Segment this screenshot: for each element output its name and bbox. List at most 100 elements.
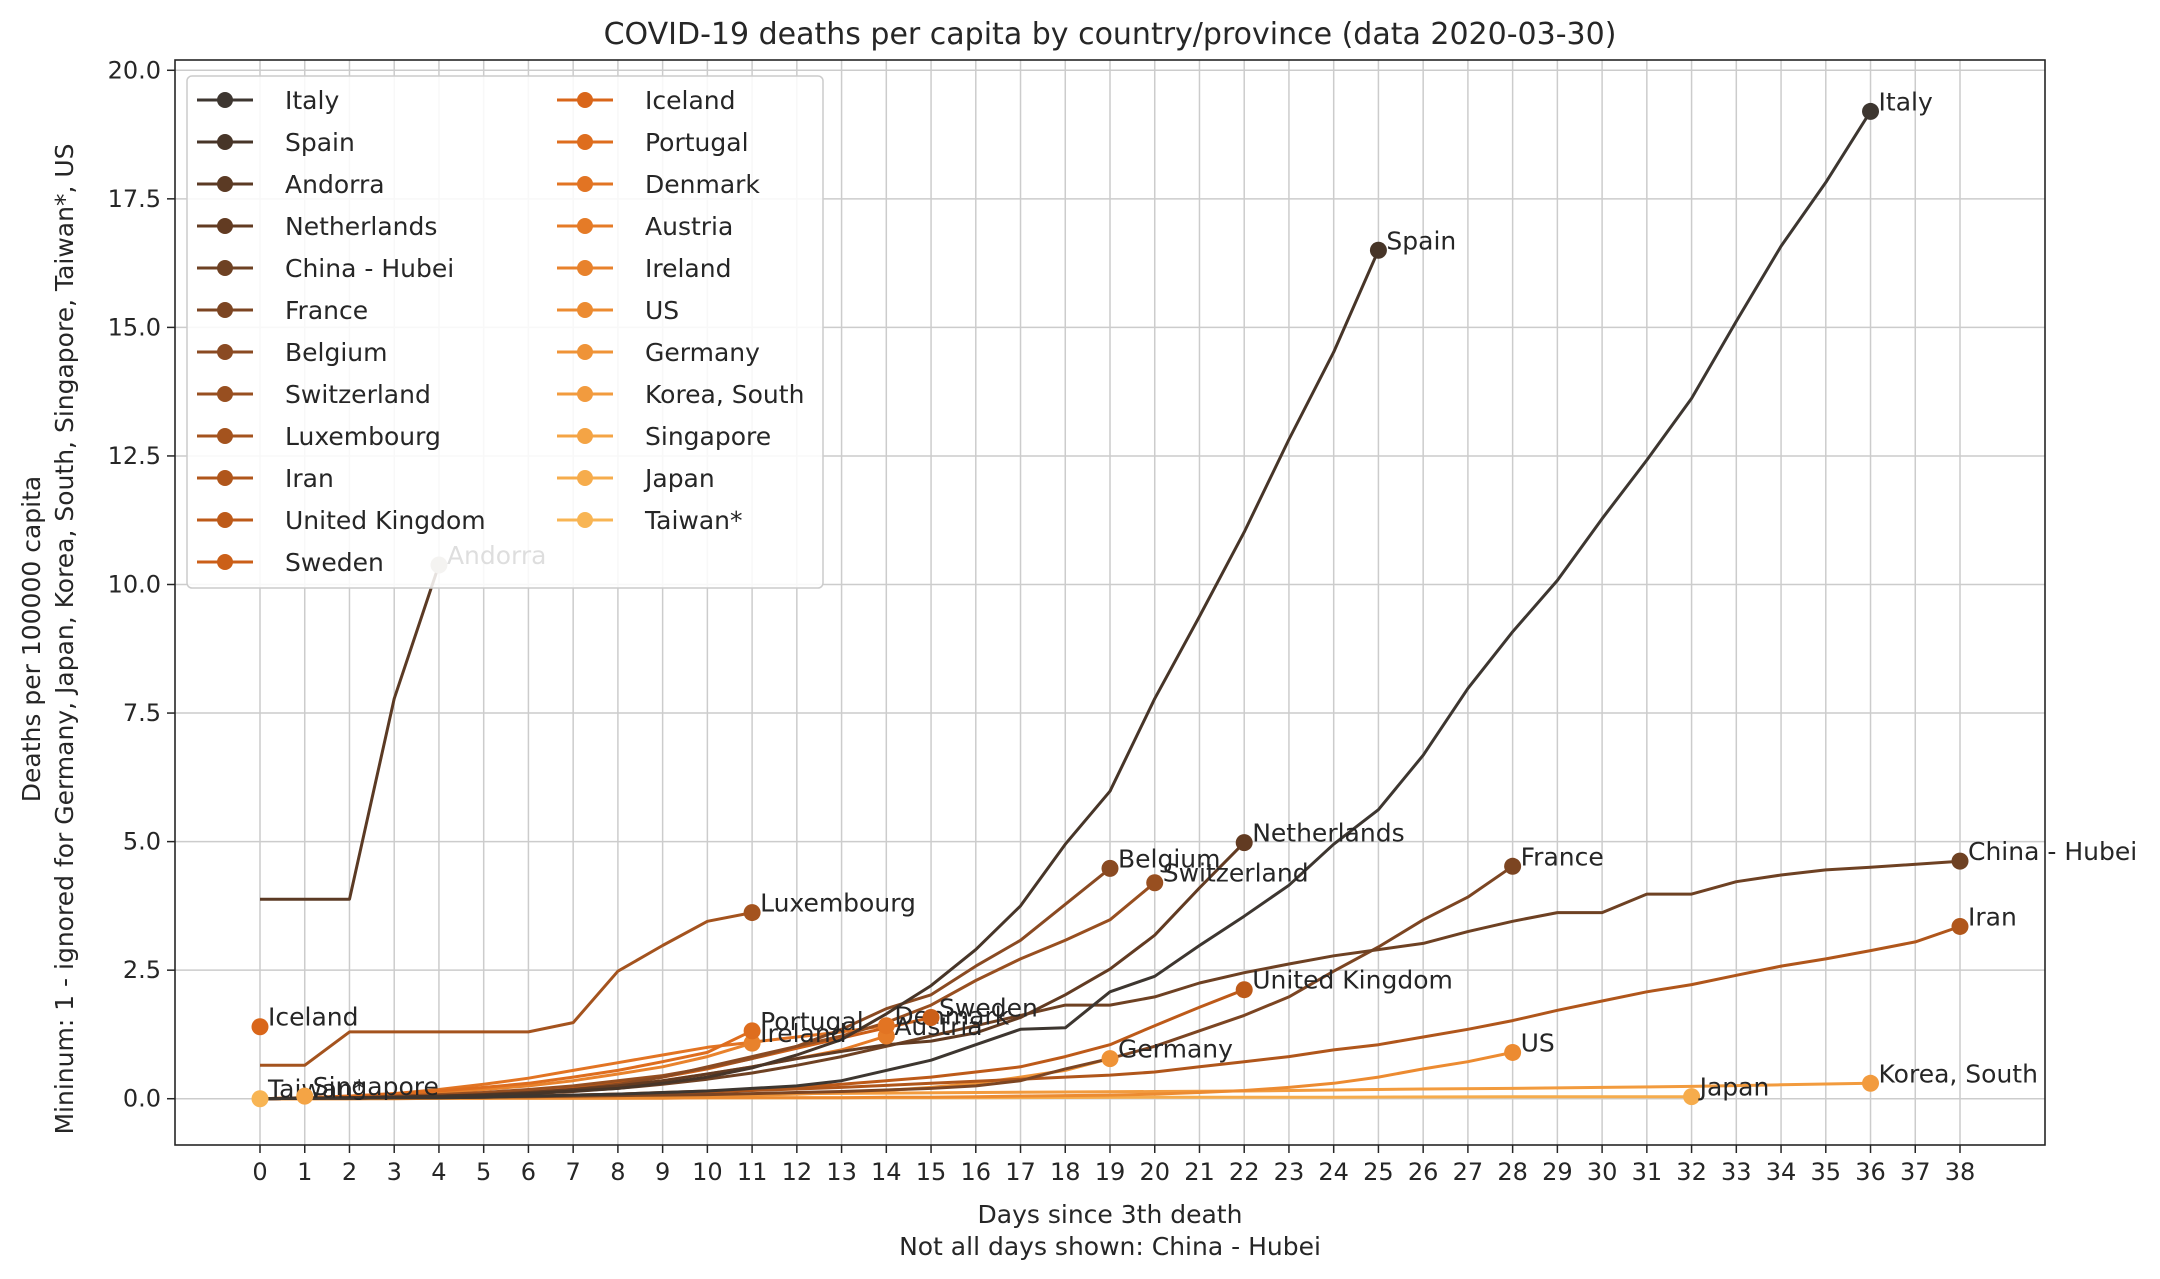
series-end-label: Japan	[1698, 1073, 1770, 1102]
legend-swatch-marker	[577, 512, 593, 528]
x-tick-label: 30	[1587, 1158, 1618, 1186]
series-end-label: Iceland	[268, 1003, 358, 1032]
series-end-marker	[1862, 102, 1880, 120]
legend-entry-label: US	[645, 296, 679, 325]
x-tick-label: 11	[737, 1158, 768, 1186]
x-tick-label: 7	[566, 1158, 581, 1186]
x-tick-label: 27	[1453, 1158, 1484, 1186]
series-end-marker	[1235, 981, 1253, 999]
legend-swatch-marker	[217, 386, 233, 402]
legend-entry-label: Taiwan*	[644, 506, 743, 535]
legend-swatch-marker	[217, 428, 233, 444]
x-tick-label: 34	[1766, 1158, 1797, 1186]
x-axis-label: Days since 3th death	[978, 1200, 1243, 1229]
chart-title: COVID-19 deaths per capita by country/pr…	[604, 17, 1617, 52]
x-tick-label: 20	[1139, 1158, 1170, 1186]
series-end-label: Korea, South	[1879, 1059, 2038, 1088]
series-line	[259, 249, 1380, 1101]
legend-swatch-marker	[577, 134, 593, 150]
x-tick-label: 15	[916, 1158, 947, 1186]
series-end-label: Netherlands	[1252, 819, 1404, 848]
series-end-marker	[1951, 917, 1969, 935]
series-end-marker	[1101, 859, 1119, 877]
x-tick-label: 23	[1274, 1158, 1305, 1186]
series-end-label: China - Hubei	[1968, 837, 2137, 866]
legend-entry-label: United Kingdom	[285, 506, 486, 535]
series-end-marker	[1862, 1074, 1880, 1092]
series-end-marker	[296, 1087, 314, 1105]
series-end-marker	[1504, 1043, 1522, 1061]
legend-swatch-marker	[217, 260, 233, 276]
series-end-label: Belgium	[1118, 844, 1221, 873]
legend-swatch-marker	[217, 92, 233, 108]
series-end-marker	[1683, 1088, 1701, 1106]
series-end-marker	[743, 904, 761, 922]
x-tick-label: 17	[1005, 1158, 1036, 1186]
legend-entry-label: Italy	[285, 86, 339, 115]
x-tick-label: 32	[1676, 1158, 1707, 1186]
series-end-label: Switzerland	[1163, 859, 1309, 888]
legend-entry-label: Sweden	[285, 548, 384, 577]
series-end-marker	[743, 1022, 761, 1040]
x-tick-label: 19	[1095, 1158, 1126, 1186]
legend-swatch-marker	[217, 344, 233, 360]
legend-entry-label: Austria	[645, 212, 733, 241]
legend: Italy Spain Andorra Netherlands China - Hube…	[186, 75, 824, 589]
x-tick-label: 3	[387, 1158, 402, 1186]
legend-entry-label: Portugal	[645, 128, 749, 157]
legend-entry-label: Denmark	[645, 170, 760, 199]
y-axis-label: Deaths per 100000 capita	[17, 476, 46, 802]
x-tick-label: 26	[1408, 1158, 1439, 1186]
x-tick-label: 13	[826, 1158, 857, 1186]
series-end-marker	[743, 1034, 761, 1052]
y-axis-ticks: 0.0 2.5 5.0 7.5 10.0 12.5 15.0 17.5 20.0	[108, 56, 175, 1113]
series-end-marker	[1504, 857, 1522, 875]
y-tick-label: 20.0	[108, 56, 161, 84]
series-end-label: Taiwan*	[267, 1075, 366, 1104]
x-tick-label: 2	[342, 1158, 357, 1186]
series-end-marker	[1235, 834, 1253, 852]
x-tick-label: 22	[1229, 1158, 1260, 1186]
series-end-label: Germany	[1118, 1035, 1233, 1064]
legend-swatch-marker	[577, 92, 593, 108]
series-line	[260, 564, 441, 901]
x-tick-label: 5	[476, 1158, 491, 1186]
y-tick-label: 15.0	[108, 313, 161, 341]
x-tick-label: 4	[431, 1158, 446, 1186]
series-end-labels: Taiwan* Japan Singapore Korea, South Germany…	[251, 87, 2137, 1108]
x-tick-label: 24	[1318, 1158, 1349, 1186]
y-tick-label: 2.5	[123, 956, 161, 984]
y-tick-label: 12.5	[108, 442, 161, 470]
series-end-label: France	[1521, 842, 1604, 871]
x-tick-label: 8	[610, 1158, 625, 1186]
x-tick-label: 16	[961, 1158, 992, 1186]
legend-swatch-marker	[577, 428, 593, 444]
legend-entry-label: Japan	[643, 464, 715, 493]
y-tick-label: 7.5	[123, 699, 161, 727]
legend-swatch-marker	[577, 176, 593, 192]
y-axis-note: Mininum: 1 - ignored for Germany, Japan,…	[50, 143, 79, 1134]
series-end-label: United Kingdom	[1252, 966, 1453, 995]
legend-entry-label: Germany	[645, 338, 760, 367]
legend-swatch-marker	[577, 344, 593, 360]
series-end-label: Singapore	[313, 1072, 439, 1101]
y-tick-label: 17.5	[108, 185, 161, 213]
series-end-label: Denmark	[894, 1002, 1009, 1031]
series-end-label: Ireland	[760, 1019, 846, 1048]
x-tick-label: 6	[521, 1158, 536, 1186]
x-tick-label: 38	[1945, 1158, 1976, 1186]
y-tick-label: 0.0	[123, 1085, 161, 1113]
x-tick-label: 28	[1497, 1158, 1528, 1186]
legend-entry-label: Spain	[285, 128, 355, 157]
x-tick-label: 25	[1363, 1158, 1394, 1186]
series-end-label: Luxembourg	[760, 889, 916, 918]
legend-swatch-marker	[217, 176, 233, 192]
legend-box	[186, 75, 824, 589]
legend-swatch-marker	[217, 512, 233, 528]
x-tick-label: 35	[1811, 1158, 1842, 1186]
x-tick-label: 0	[252, 1158, 267, 1186]
y-tick-label: 10.0	[108, 571, 161, 599]
legend-swatch-marker	[217, 134, 233, 150]
legend-entry-label: Netherlands	[285, 212, 437, 241]
series-end-label: US	[1521, 1028, 1555, 1057]
